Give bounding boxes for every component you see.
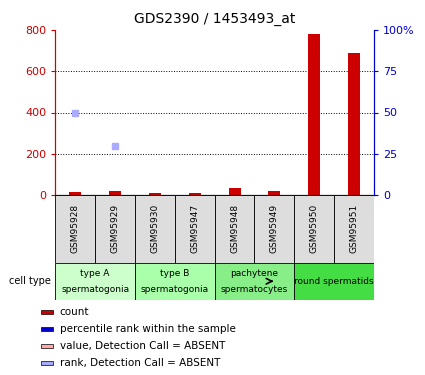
Text: GSM95930: GSM95930 — [150, 204, 159, 254]
Bar — [41, 310, 53, 314]
Text: GSM95948: GSM95948 — [230, 204, 239, 254]
Text: GSM95949: GSM95949 — [270, 204, 279, 254]
Text: GSM95929: GSM95929 — [110, 204, 119, 254]
Text: spermatocytes: spermatocytes — [221, 285, 288, 294]
Bar — [189, 193, 201, 195]
Bar — [69, 192, 81, 195]
FancyBboxPatch shape — [215, 195, 255, 262]
Text: count: count — [60, 307, 89, 317]
Text: percentile rank within the sample: percentile rank within the sample — [60, 324, 236, 334]
Text: type B: type B — [160, 268, 190, 278]
FancyBboxPatch shape — [334, 195, 374, 262]
FancyBboxPatch shape — [255, 195, 294, 262]
Bar — [149, 192, 161, 195]
Title: GDS2390 / 1453493_at: GDS2390 / 1453493_at — [134, 12, 295, 26]
FancyBboxPatch shape — [215, 262, 294, 300]
Text: value, Detection Call = ABSENT: value, Detection Call = ABSENT — [60, 341, 225, 351]
FancyBboxPatch shape — [95, 195, 135, 262]
FancyBboxPatch shape — [135, 195, 175, 262]
Text: rank, Detection Call = ABSENT: rank, Detection Call = ABSENT — [60, 358, 220, 368]
Bar — [41, 361, 53, 365]
Bar — [229, 188, 241, 195]
FancyBboxPatch shape — [135, 262, 215, 300]
Bar — [348, 53, 360, 195]
Text: GSM95950: GSM95950 — [310, 204, 319, 254]
Text: spermatogonia: spermatogonia — [141, 285, 209, 294]
FancyBboxPatch shape — [55, 262, 135, 300]
Text: GSM95928: GSM95928 — [71, 204, 79, 254]
Bar — [41, 344, 53, 348]
Text: GSM95947: GSM95947 — [190, 204, 199, 254]
FancyBboxPatch shape — [55, 195, 95, 262]
Text: pachytene: pachytene — [230, 268, 278, 278]
FancyBboxPatch shape — [294, 195, 334, 262]
Bar — [109, 191, 121, 195]
Text: round spermatids: round spermatids — [295, 277, 374, 286]
FancyBboxPatch shape — [294, 262, 374, 300]
Text: spermatogonia: spermatogonia — [61, 285, 129, 294]
Text: cell type: cell type — [9, 276, 51, 286]
Bar — [308, 34, 320, 195]
Bar — [269, 191, 281, 195]
Text: GSM95951: GSM95951 — [350, 204, 359, 254]
FancyBboxPatch shape — [175, 195, 215, 262]
Bar — [41, 327, 53, 331]
Text: type A: type A — [80, 268, 110, 278]
